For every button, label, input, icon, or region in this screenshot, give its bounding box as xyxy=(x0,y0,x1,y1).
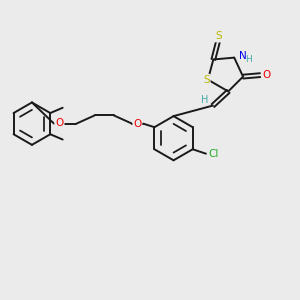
Text: Cl: Cl xyxy=(208,149,218,159)
Text: O: O xyxy=(133,118,142,129)
Text: N: N xyxy=(238,51,246,61)
Text: O: O xyxy=(262,70,270,80)
Text: H: H xyxy=(201,95,208,105)
Text: S: S xyxy=(203,75,210,85)
Text: O: O xyxy=(55,118,64,128)
Text: H: H xyxy=(246,55,252,64)
Text: S: S xyxy=(215,32,222,41)
